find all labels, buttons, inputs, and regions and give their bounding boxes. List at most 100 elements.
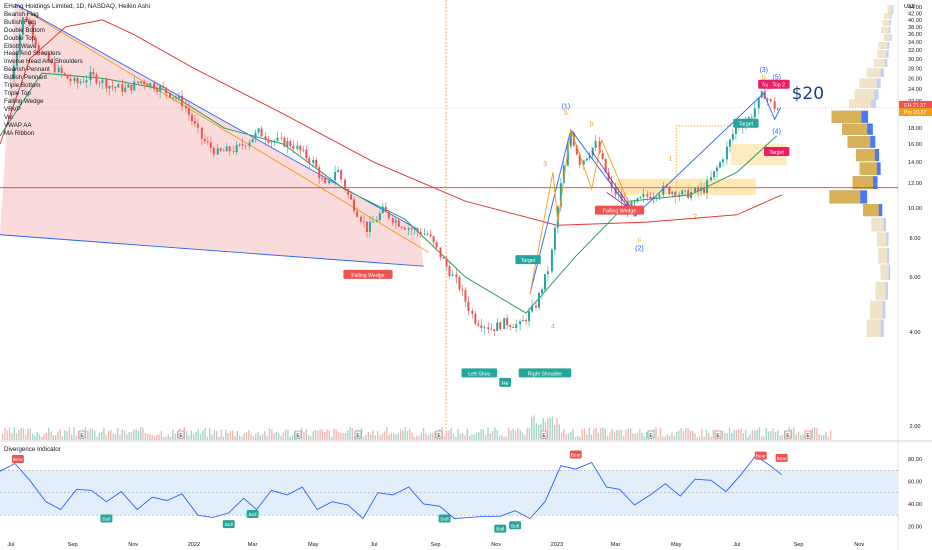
legend-item[interactable]: Bearish Flag [4, 10, 39, 18]
legend-item[interactable]: Vol [4, 113, 13, 121]
candle-body [18, 34, 21, 53]
legend-item[interactable]: Falling Wedge [4, 97, 44, 105]
legend-item[interactable]: Double Top [4, 34, 36, 42]
divergence-signal-box [11, 454, 24, 463]
legend-item[interactable]: Bullish Pennant [4, 74, 47, 82]
candle-body [169, 92, 172, 98]
volume-bar [422, 428, 425, 440]
volume-bar [264, 431, 266, 440]
candle-body [175, 97, 178, 99]
volume-bar [597, 432, 600, 440]
candle-body [187, 108, 190, 115]
wave-label: 1 [668, 155, 672, 162]
pattern-label: Target [769, 150, 784, 156]
volume-bar [326, 429, 328, 440]
volume-bar [128, 432, 130, 440]
candle-body [432, 236, 435, 243]
volume-bar [547, 418, 549, 440]
price-axis-tick: 4.00 [910, 330, 921, 336]
candle-body [662, 185, 665, 195]
volume-bar [103, 427, 105, 440]
time-axis-tick: Mar [248, 542, 258, 548]
legend-item[interactable]: VRVP [4, 105, 21, 113]
legend-item[interactable]: Triple Bottom [4, 82, 41, 90]
legend-item[interactable]: Head And Shoulders [4, 50, 61, 58]
volume-bar [273, 433, 275, 440]
volume-bar [505, 436, 508, 440]
volume-bar [620, 429, 623, 440]
volume-bar [197, 428, 199, 440]
earnings-marker [177, 430, 185, 439]
volume-profile-bar [863, 203, 879, 217]
time-axis-tick: May [308, 542, 319, 548]
legend-item[interactable]: Bullish Flag [4, 18, 36, 26]
volume-bar [370, 434, 372, 440]
candle-body [206, 141, 209, 143]
candle-body [674, 192, 677, 197]
volume-bar [478, 431, 480, 440]
divergence-signal: Bull [496, 527, 504, 533]
candle-body [92, 71, 95, 75]
earnings-marker [294, 430, 302, 439]
candle-body [315, 159, 318, 168]
price-target-label: $20 [792, 84, 824, 104]
volume-bar [151, 435, 153, 440]
volume-bar [618, 430, 620, 440]
volume-bar [712, 429, 715, 440]
volume-bar [386, 427, 388, 440]
volume-bar [25, 434, 27, 440]
earnings-marker-label: E [296, 433, 300, 439]
legend-item[interactable]: Triple Top [4, 89, 31, 97]
volume-bar [133, 429, 135, 440]
candle-body [73, 78, 76, 82]
legend-item[interactable]: VWAP AA [4, 121, 32, 129]
volume-profile-bar [884, 13, 891, 19]
volume-bar [333, 428, 335, 440]
volume-bar [68, 427, 71, 440]
volume-bar [160, 430, 163, 440]
candle-body [477, 323, 480, 326]
candle-body [512, 327, 515, 328]
candle-body [703, 187, 706, 193]
volume-profile-bar [870, 300, 883, 319]
candle-body [776, 108, 779, 110]
legend-item[interactable]: Elliott Wave [4, 42, 37, 50]
pattern-label-box [733, 118, 759, 128]
candle-body [359, 216, 362, 222]
legend-item[interactable]: Bearish Pennant [4, 66, 50, 74]
volume-bar [774, 432, 777, 440]
divergence-signal-box [569, 450, 582, 459]
pattern-label-box [499, 377, 512, 387]
legend-item[interactable]: Double Bottom [4, 26, 45, 34]
candle-body [598, 141, 601, 154]
candle-body [582, 160, 585, 165]
legend-item[interactable]: MA Ribbon [4, 129, 35, 137]
candle-body [289, 141, 292, 146]
volume-bar [413, 436, 416, 440]
volume-bar [146, 433, 149, 440]
volume-bar [823, 434, 825, 440]
volume-bar [257, 431, 259, 440]
time-axis-tick: Sep [431, 542, 441, 548]
candle-body [646, 194, 649, 197]
volume-bar [452, 433, 455, 440]
volume-bar [503, 436, 505, 440]
volume-bar [225, 429, 227, 440]
volume-bar [100, 431, 103, 440]
volume-bar [91, 428, 94, 440]
volume-bar [347, 430, 349, 440]
candle-body [546, 271, 549, 275]
earnings-marker-label: E [786, 433, 790, 439]
volume-bar [229, 430, 232, 440]
wave-label: 3 [543, 161, 547, 168]
volume-bar [52, 435, 54, 440]
legend-item[interactable]: Inverse Head And Shoulders [4, 58, 83, 66]
volume-bar [397, 432, 399, 440]
volume-profile-bar [854, 89, 875, 100]
candle-body [82, 81, 85, 83]
volume-bar [761, 436, 763, 440]
volume-bar [303, 431, 305, 440]
volume-bar [360, 428, 363, 440]
pattern-label: Top [762, 83, 770, 89]
